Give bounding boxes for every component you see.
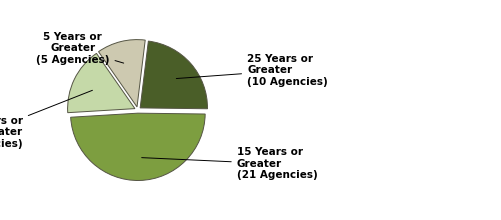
Text: 25 Years or
Greater
(10 Agencies): 25 Years or Greater (10 Agencies) <box>176 54 328 87</box>
Wedge shape <box>140 41 207 109</box>
Wedge shape <box>71 113 205 180</box>
Wedge shape <box>68 53 135 113</box>
Text: 10 Years or
Greater
(7 Agencies): 10 Years or Greater (7 Agencies) <box>0 90 92 149</box>
Wedge shape <box>99 40 145 107</box>
Text: 15 Years or
Greater
(21 Agencies): 15 Years or Greater (21 Agencies) <box>142 147 318 180</box>
Text: 5 Years or
Greater
(5 Agencies): 5 Years or Greater (5 Agencies) <box>36 32 124 65</box>
